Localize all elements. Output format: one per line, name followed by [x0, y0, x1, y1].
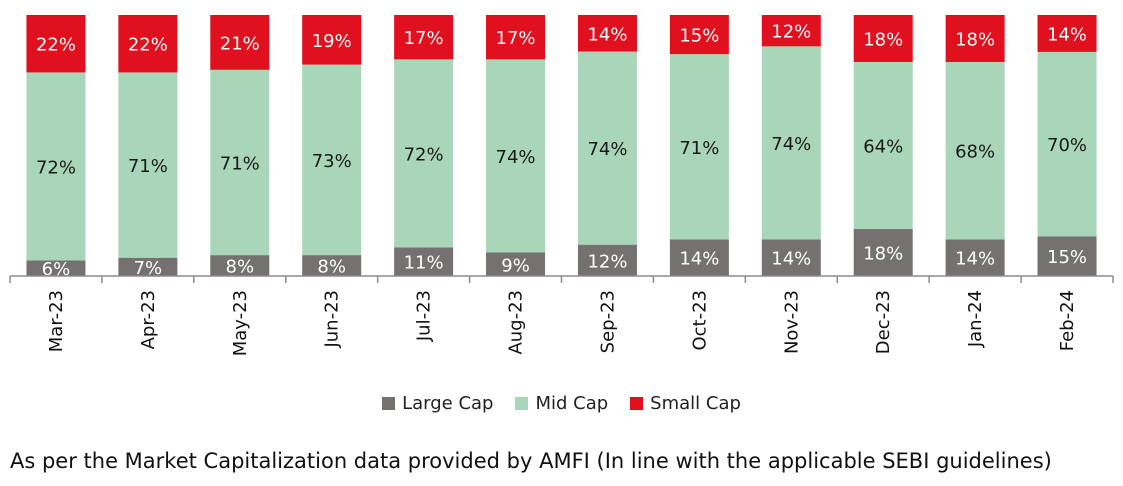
x-tick-label: Sep-23	[597, 290, 618, 353]
legend-label-large-cap: Large Cap	[402, 393, 494, 414]
x-tick-label: Jul-23	[414, 290, 435, 342]
x-tick-label: Apr-23	[138, 290, 159, 349]
data-label-mid-cap: 68%	[955, 142, 995, 163]
data-label-small-cap: 17%	[404, 28, 444, 49]
data-label-large-cap: 8%	[317, 257, 346, 278]
bar-large-cap-mar-23	[26, 260, 86, 276]
bar-large-cap-oct-23	[669, 239, 729, 276]
stacked-bar-chart: 6% 72% 22% Mar-23 7% 71% 22% Apr-23 8% 71% 21% May-…	[9, 15, 1114, 356]
legend-label-mid-cap: Mid Cap	[535, 393, 609, 414]
data-label-large-cap: 9%	[501, 255, 530, 276]
legend: Large Cap Mid Cap Small Cap	[0, 393, 1123, 414]
data-label-small-cap: 19%	[312, 31, 352, 52]
legend-item-large-cap: Large Cap	[382, 393, 493, 414]
bar-mid-cap-jan-24	[945, 61, 1005, 240]
legend-swatch-mid-cap	[515, 397, 529, 410]
data-label-small-cap: 22%	[128, 35, 168, 56]
bar-large-cap-dec-23	[853, 229, 913, 276]
bar-small-cap-jun-23	[302, 15, 362, 65]
x-tick-label: May-23	[230, 290, 251, 356]
data-label-small-cap: 18%	[863, 29, 903, 50]
data-label-mid-cap: 71%	[128, 156, 168, 177]
footnote: As per the Market Capitalization data pr…	[10, 449, 1052, 473]
bar-mid-cap-jul-23	[394, 59, 454, 248]
data-label-mid-cap: 71%	[679, 138, 719, 159]
bar-small-cap-aug-23	[486, 15, 546, 60]
bar-mid-cap-feb-24	[1037, 51, 1097, 237]
data-label-large-cap: 7%	[134, 258, 163, 279]
x-tick-label: Jun-23	[322, 290, 343, 349]
bar-small-cap-may-23	[210, 15, 270, 70]
legend-swatch-small-cap	[630, 397, 644, 410]
x-tick-label: Aug-23	[506, 290, 527, 355]
bar-small-cap-dec-23	[853, 15, 913, 62]
bar-mid-cap-aug-23	[486, 59, 546, 253]
legend-item-small-cap: Small Cap	[630, 393, 741, 414]
bar-mid-cap-nov-23	[761, 46, 821, 240]
bar-mid-cap-may-23	[210, 69, 270, 256]
data-label-mid-cap: 70%	[1047, 135, 1087, 156]
data-label-mid-cap: 73%	[312, 151, 352, 172]
bar-mid-cap-oct-23	[669, 54, 729, 240]
x-tick-label: Jan-24	[965, 290, 986, 348]
x-tick-label: Mar-23	[46, 290, 67, 352]
data-label-small-cap: 12%	[771, 22, 811, 43]
bar-large-cap-may-23	[210, 255, 270, 276]
data-label-mid-cap: 74%	[771, 134, 811, 155]
data-label-mid-cap: 64%	[863, 137, 903, 158]
data-label-large-cap: 8%	[226, 257, 255, 278]
bar-large-cap-jun-23	[302, 255, 362, 276]
data-label-small-cap: 21%	[220, 33, 260, 54]
data-label-small-cap: 14%	[1047, 24, 1087, 45]
data-label-mid-cap: 72%	[36, 157, 76, 178]
bar-large-cap-sep-23	[577, 244, 637, 276]
bar-mid-cap-dec-23	[853, 61, 913, 230]
bar-mid-cap-mar-23	[26, 72, 86, 261]
data-label-large-cap: 6%	[42, 259, 71, 280]
bar-large-cap-jul-23	[394, 247, 454, 276]
data-label-small-cap: 17%	[496, 28, 536, 49]
bar-large-cap-feb-24	[1037, 236, 1097, 276]
bar-small-cap-sep-23	[577, 15, 637, 52]
bar-large-cap-nov-23	[761, 239, 821, 276]
data-label-small-cap: 22%	[36, 35, 76, 56]
legend-item-mid-cap: Mid Cap	[515, 393, 608, 414]
bar-small-cap-jan-24	[945, 15, 1005, 62]
data-label-small-cap: 15%	[679, 26, 719, 47]
bar-small-cap-jul-23	[394, 15, 454, 60]
x-tick-label: Feb-24	[1057, 290, 1078, 351]
data-label-large-cap: 15%	[1047, 247, 1087, 268]
data-label-large-cap: 11%	[404, 253, 444, 274]
x-tick-label: Dec-23	[873, 290, 894, 354]
x-tick-label: Oct-23	[689, 290, 710, 351]
data-label-large-cap: 14%	[679, 249, 719, 270]
bar-small-cap-mar-23	[26, 15, 86, 73]
data-label-mid-cap: 71%	[220, 153, 260, 174]
bar-mid-cap-jun-23	[302, 64, 362, 256]
data-label-large-cap: 14%	[771, 249, 811, 270]
bar-mid-cap-apr-23	[118, 72, 178, 258]
bar-large-cap-aug-23	[486, 252, 546, 276]
data-label-mid-cap: 74%	[496, 147, 536, 168]
data-label-large-cap: 12%	[587, 251, 627, 272]
data-label-mid-cap: 72%	[404, 144, 444, 165]
data-label-small-cap: 14%	[587, 24, 627, 45]
bar-large-cap-jan-24	[945, 239, 1005, 276]
bar-small-cap-oct-23	[669, 15, 729, 55]
bar-mid-cap-sep-23	[577, 51, 637, 245]
data-label-small-cap: 18%	[955, 29, 995, 50]
bar-small-cap-feb-24	[1037, 15, 1097, 52]
legend-label-small-cap: Small Cap	[650, 393, 741, 414]
data-label-large-cap: 14%	[955, 249, 995, 270]
x-tick-label: Nov-23	[781, 290, 802, 354]
bar-large-cap-apr-23	[118, 257, 178, 276]
bar-small-cap-nov-23	[761, 15, 821, 47]
bar-small-cap-apr-23	[118, 15, 178, 73]
data-label-large-cap: 18%	[863, 244, 903, 265]
data-label-mid-cap: 74%	[587, 139, 627, 160]
legend-swatch-large-cap	[382, 397, 396, 410]
